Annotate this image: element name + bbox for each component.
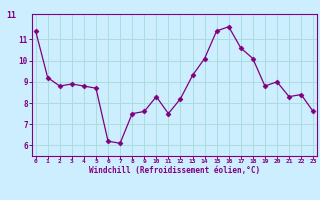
X-axis label: Windchill (Refroidissement éolien,°C): Windchill (Refroidissement éolien,°C): [89, 166, 260, 175]
Text: 11: 11: [6, 11, 16, 20]
